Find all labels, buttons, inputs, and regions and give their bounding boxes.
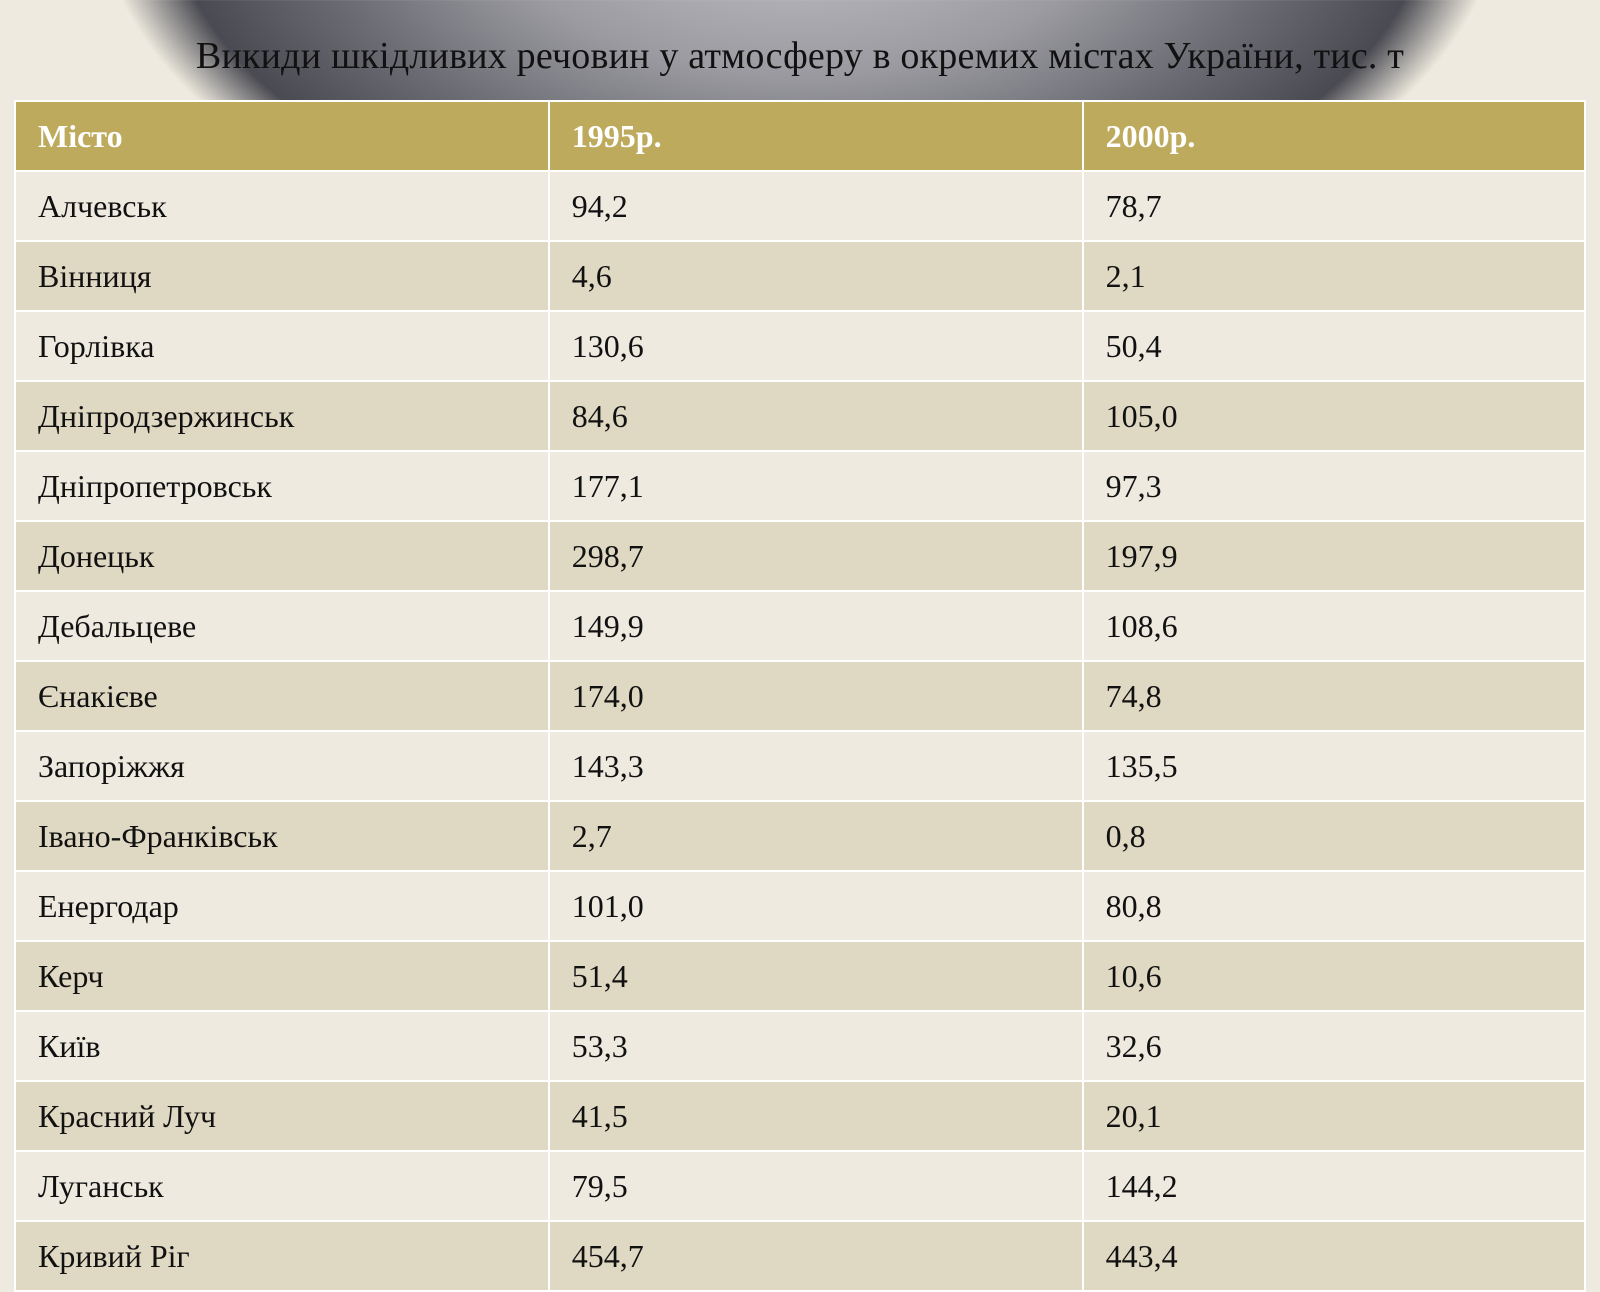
cell-1995: 84,6 (549, 381, 1083, 451)
cell-2000: 443,4 (1083, 1221, 1585, 1291)
cell-city: Київ (15, 1011, 549, 1081)
table-row: Вінниця4,62,1 (15, 241, 1585, 311)
table-body: Алчевськ94,278,7Вінниця4,62,1Горлівка130… (15, 171, 1585, 1291)
cell-city: Керч (15, 941, 549, 1011)
cell-2000: 78,7 (1083, 171, 1585, 241)
cell-1995: 94,2 (549, 171, 1083, 241)
table-row: Київ53,332,6 (15, 1011, 1585, 1081)
cell-2000: 20,1 (1083, 1081, 1585, 1151)
cell-1995: 79,5 (549, 1151, 1083, 1221)
cell-1995: 177,1 (549, 451, 1083, 521)
cell-city: Запоріжжя (15, 731, 549, 801)
cell-1995: 130,6 (549, 311, 1083, 381)
table-row: Дніпропетровськ177,197,3 (15, 451, 1585, 521)
table-container: Місто 1995р. 2000р. Алчевськ94,278,7Вінн… (0, 100, 1600, 1292)
table-row: Луганськ79,5144,2 (15, 1151, 1585, 1221)
cell-city: Горлівка (15, 311, 549, 381)
col-header-city: Місто (15, 101, 549, 171)
cell-2000: 135,5 (1083, 731, 1585, 801)
cell-1995: 4,6 (549, 241, 1083, 311)
cell-city: Енергодар (15, 871, 549, 941)
cell-city: Дебальцеве (15, 591, 549, 661)
cell-2000: 197,9 (1083, 521, 1585, 591)
cell-city: Луганськ (15, 1151, 549, 1221)
table-row: Запоріжжя143,3135,5 (15, 731, 1585, 801)
table-row: Дебальцеве149,9108,6 (15, 591, 1585, 661)
cell-city: Вінниця (15, 241, 549, 311)
cell-1995: 101,0 (549, 871, 1083, 941)
cell-1995: 41,5 (549, 1081, 1083, 1151)
table-row: Єнакієве174,074,8 (15, 661, 1585, 731)
cell-2000: 0,8 (1083, 801, 1585, 871)
table-row: Енергодар101,080,8 (15, 871, 1585, 941)
cell-2000: 2,1 (1083, 241, 1585, 311)
slide: Викиди шкідливих речовин у атмосферу в о… (0, 0, 1600, 1200)
table-row: Красний Луч41,520,1 (15, 1081, 1585, 1151)
cell-2000: 10,6 (1083, 941, 1585, 1011)
cell-1995: 454,7 (549, 1221, 1083, 1291)
cell-city: Івано-Франківськ (15, 801, 549, 871)
cell-city: Дніпродзержинськ (15, 381, 549, 451)
cell-city: Донецьк (15, 521, 549, 591)
table-row: Кривий Ріг454,7443,4 (15, 1221, 1585, 1291)
cell-2000: 144,2 (1083, 1151, 1585, 1221)
cell-1995: 143,3 (549, 731, 1083, 801)
cell-2000: 74,8 (1083, 661, 1585, 731)
cell-2000: 97,3 (1083, 451, 1585, 521)
table-row: Горлівка130,650,4 (15, 311, 1585, 381)
cell-2000: 105,0 (1083, 381, 1585, 451)
cell-1995: 2,7 (549, 801, 1083, 871)
table-row: Донецьк298,7197,9 (15, 521, 1585, 591)
cell-1995: 149,9 (549, 591, 1083, 661)
page-title: Викиди шкідливих речовин у атмосферу в о… (0, 0, 1600, 100)
cell-2000: 32,6 (1083, 1011, 1585, 1081)
cell-city: Красний Луч (15, 1081, 549, 1151)
cell-1995: 53,3 (549, 1011, 1083, 1081)
table-row: Івано-Франківськ2,70,8 (15, 801, 1585, 871)
cell-1995: 174,0 (549, 661, 1083, 731)
cell-1995: 51,4 (549, 941, 1083, 1011)
cell-city: Кривий Ріг (15, 1221, 549, 1291)
col-header-1995: 1995р. (549, 101, 1083, 171)
cell-2000: 50,4 (1083, 311, 1585, 381)
col-header-2000: 2000р. (1083, 101, 1585, 171)
table-row: Керч51,410,6 (15, 941, 1585, 1011)
cell-city: Алчевськ (15, 171, 549, 241)
cell-2000: 108,6 (1083, 591, 1585, 661)
emissions-table: Місто 1995р. 2000р. Алчевськ94,278,7Вінн… (14, 100, 1586, 1292)
table-header-row: Місто 1995р. 2000р. (15, 101, 1585, 171)
cell-1995: 298,7 (549, 521, 1083, 591)
table-header: Місто 1995р. 2000р. (15, 101, 1585, 171)
cell-city: Єнакієве (15, 661, 549, 731)
table-row: Дніпродзержинськ84,6105,0 (15, 381, 1585, 451)
cell-city: Дніпропетровськ (15, 451, 549, 521)
table-row: Алчевськ94,278,7 (15, 171, 1585, 241)
cell-2000: 80,8 (1083, 871, 1585, 941)
